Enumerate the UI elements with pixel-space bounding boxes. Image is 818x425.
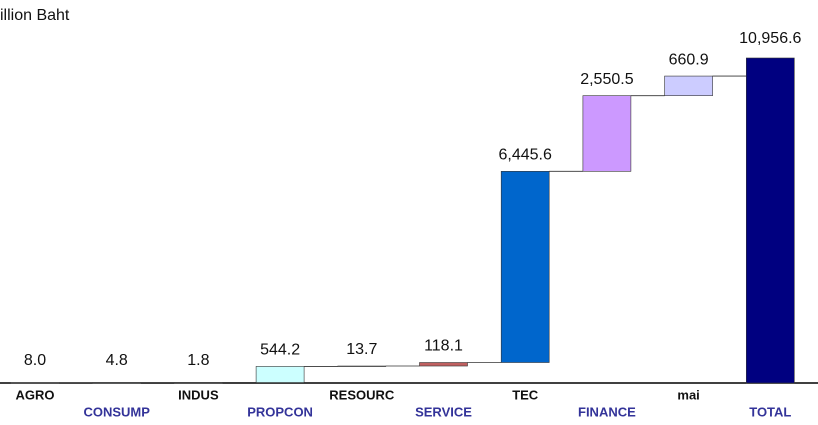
x-tick-label: RESOURC [329,387,395,402]
x-tick-label: SERVICE [415,404,472,419]
value-label: 6,445.6 [499,147,552,164]
value-label: 1.8 [187,352,209,369]
bar [745,57,795,384]
x-tick-label: TEC [512,387,539,402]
bar [92,382,141,384]
bar [419,362,468,367]
bar [255,366,305,383]
bar [10,382,60,384]
bar [664,75,713,96]
x-tick-label: INDUS [178,387,219,402]
value-label: 660.9 [669,51,709,68]
bar [500,171,550,363]
value-label: 10,956.6 [739,30,801,47]
bar [174,382,223,384]
x-tick-label: CONSUMP [83,404,150,419]
x-tick-label: FINANCE [578,404,636,419]
x-tick-label: mai [677,387,699,402]
value-label: 544.2 [260,342,300,359]
bar [337,365,387,367]
chart-title: illion Baht [0,7,70,24]
value-label: 118.1 [424,338,463,355]
value-label: 4.8 [106,352,128,369]
x-tick-label: AGRO [16,387,55,402]
value-label: 2,550.5 [580,71,633,88]
value-label: 13.7 [346,341,377,358]
value-label: 8.0 [24,352,46,369]
x-tick-label: PROPCON [247,404,313,419]
x-tick-label: TOTAL [749,404,791,419]
bar [582,95,632,172]
